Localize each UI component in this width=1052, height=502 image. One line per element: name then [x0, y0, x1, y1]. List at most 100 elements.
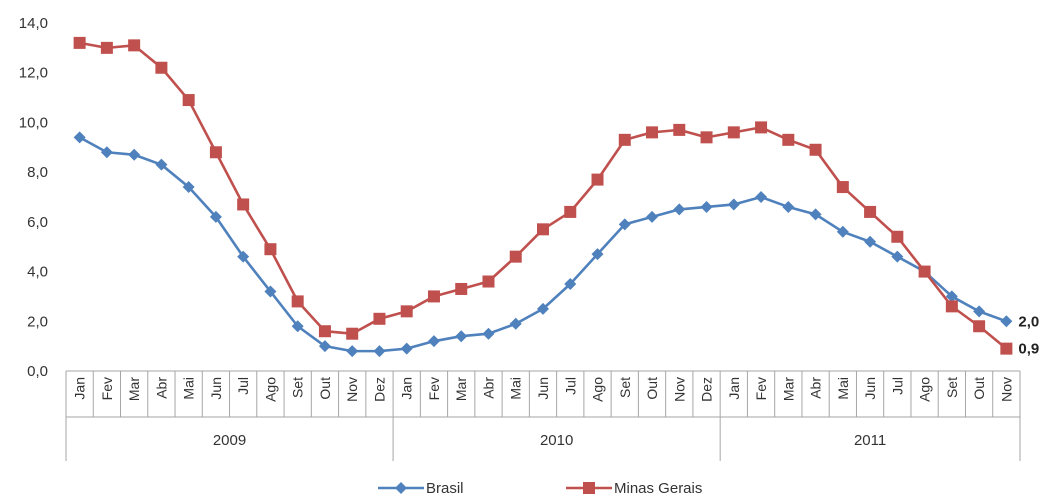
year-label: 2011	[854, 432, 886, 449]
data-point	[564, 205, 577, 218]
data-point	[809, 208, 822, 221]
x-tick-label: Mar	[453, 377, 469, 401]
data-point	[891, 230, 904, 243]
data-point	[373, 312, 386, 325]
x-tick-label: Mai	[508, 377, 524, 400]
y-tick-label: 4,0	[27, 264, 48, 281]
x-tick-label: Mar	[780, 377, 796, 401]
data-point	[427, 335, 440, 348]
data-point	[209, 146, 222, 159]
year-label: 2009	[213, 432, 246, 449]
data-point	[291, 320, 304, 333]
x-tick-label: Abr	[153, 377, 169, 399]
data-point	[346, 345, 359, 358]
data-point	[1000, 342, 1013, 355]
data-point	[509, 250, 522, 263]
data-point	[727, 198, 740, 211]
data-point	[836, 181, 849, 194]
year-label: 2010	[540, 432, 573, 449]
data-point	[537, 223, 549, 236]
data-point	[128, 148, 141, 161]
legend-marker	[583, 482, 595, 494]
x-tick-label: Ago	[590, 377, 606, 402]
data-point	[182, 181, 195, 194]
data-point	[264, 285, 277, 298]
data-point	[564, 278, 577, 290]
x-tick-label: Set	[944, 377, 960, 398]
data-point	[400, 305, 413, 318]
data-point	[782, 200, 795, 213]
x-tick-label: Out	[971, 377, 987, 400]
data-point	[646, 126, 659, 139]
data-point	[237, 250, 250, 263]
data-point	[427, 290, 440, 303]
x-tick-label: Jun	[862, 377, 878, 400]
data-point	[945, 290, 958, 303]
x-tick-label: Nov	[344, 377, 360, 402]
data-point	[482, 327, 495, 340]
data-point	[100, 146, 113, 159]
legend-label: Brasil	[426, 480, 464, 497]
data-point	[100, 41, 113, 54]
legend: Brasil Minas Gerais	[378, 480, 702, 497]
data-point	[673, 123, 686, 136]
x-tick-label: Nov	[671, 377, 687, 402]
data-point	[891, 250, 904, 263]
labels-group: 2,0 0,9	[1018, 313, 1039, 357]
x-tick-label: Set	[617, 377, 633, 398]
data-point	[537, 302, 549, 315]
y-tick-label: 0,0	[27, 363, 48, 380]
data-point	[264, 243, 277, 256]
x-tick-label: Dez	[371, 377, 387, 402]
x-tick-label: Dez	[699, 377, 715, 402]
x-tick-label: Mar	[126, 377, 142, 401]
x-tick-label: Out	[644, 377, 660, 400]
data-point	[864, 235, 877, 248]
data-point	[646, 210, 659, 223]
x-tick-label: Jul	[235, 377, 251, 395]
data-point	[291, 295, 304, 308]
y-tick-label: 12,0	[19, 65, 48, 82]
data-point	[455, 330, 468, 343]
data-point	[864, 205, 877, 218]
x-tick-label: Fev	[99, 377, 115, 400]
data-point	[755, 191, 768, 203]
data-point	[782, 133, 795, 146]
data-point	[73, 36, 86, 49]
data-point	[182, 94, 195, 107]
data-point	[673, 203, 686, 216]
x-tick-label: Ago	[917, 377, 933, 402]
data-point	[482, 275, 495, 288]
data-label: 0,9	[1018, 341, 1039, 358]
data-point	[755, 121, 768, 134]
data-point	[618, 218, 631, 231]
x-tick-label: Set	[290, 377, 306, 398]
y-tick-label: 10,0	[19, 114, 48, 131]
data-point	[973, 305, 986, 318]
data-point	[400, 342, 413, 355]
x-tick-label: Nov	[998, 377, 1014, 402]
data-point	[591, 248, 604, 261]
x-tick-label: Jun	[208, 377, 224, 400]
data-point	[727, 126, 740, 139]
data-point	[700, 200, 713, 213]
x-tick-label: Fev	[753, 377, 769, 400]
data-point	[918, 265, 931, 278]
data-point	[836, 225, 849, 238]
x-tick-label: Ago	[262, 377, 278, 402]
data-point	[1000, 315, 1013, 328]
x-tick-label: Jun	[535, 377, 551, 400]
data-point	[155, 158, 168, 171]
x-tick-label: Jul	[889, 377, 905, 395]
legend-marker	[395, 482, 407, 494]
x-tick-label: Abr	[808, 377, 824, 399]
data-point	[318, 340, 331, 353]
data-point	[346, 327, 359, 340]
axes-group: 0,0 2,0 4,0 6,0 8,0 10,0 12,0 14,0 Jan Fev Mar Abr M…	[19, 15, 1021, 461]
x-tick-label: Jan	[399, 377, 415, 400]
series-line	[79, 41, 1008, 350]
x-tick-label: Jan	[726, 377, 742, 400]
data-point	[945, 300, 958, 313]
data-point	[373, 345, 386, 358]
